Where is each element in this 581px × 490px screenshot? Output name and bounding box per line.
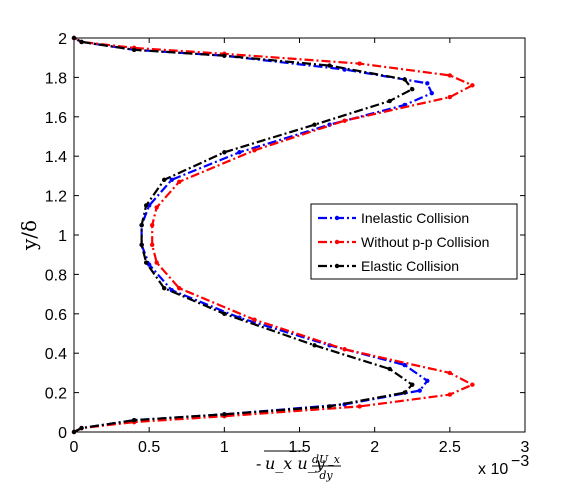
data-point [131, 47, 137, 53]
legend: Inelastic Collision Without p-p Collision… [310, 203, 518, 280]
series-2 [71, 35, 415, 435]
data-point [425, 81, 430, 86]
series-layer [71, 35, 475, 435]
x-axis-multiplier-base: x 10 [478, 461, 508, 478]
data-point [139, 222, 144, 228]
data-point [402, 390, 407, 395]
x-axis-multiplier-exponent: −3 [511, 453, 529, 470]
y-tick-label: 1 [58, 228, 67, 245]
data-point [222, 53, 227, 58]
y-tick-label: 1.8 [45, 70, 67, 87]
y-tick-label: 0 [58, 425, 67, 442]
y-axis-label: y/δ [17, 220, 41, 251]
x-tick-label: 0 [70, 439, 79, 456]
y-tick-label: 1.4 [45, 149, 67, 166]
data-point [177, 179, 182, 185]
x-axis-label: - u_x u_y dU_x dy [256, 450, 341, 482]
legend-label: Inelastic Collision [361, 210, 469, 226]
x-axis-label-product: u_x u_y [265, 454, 326, 473]
legend-marker [334, 239, 340, 245]
data-point [143, 260, 149, 265]
y-tick-label: 0.6 [45, 307, 67, 324]
data-point [447, 73, 453, 78]
data-point [222, 311, 227, 316]
x-axis-label-denominator: dy [319, 469, 333, 482]
legend-marker [334, 263, 340, 269]
data-point [387, 366, 392, 372]
data-point [410, 87, 415, 92]
data-point [139, 242, 144, 248]
data-point [222, 412, 227, 417]
x-tick-label: 2 [370, 439, 379, 456]
data-point [312, 122, 317, 127]
data-point [402, 77, 407, 82]
x-tick-label: 0.5 [138, 439, 160, 456]
legend-label: Without p-p Collision [361, 234, 489, 250]
y-tick-label: 2 [58, 31, 67, 48]
x-tick-label: 3 [521, 439, 530, 456]
data-point [131, 417, 137, 423]
ticks-layer: 0 0.5 1 1.5 2 2.5 3 0 0.2 0.4 0.6 0.8 1 1.2 1.4 1.6 1.8 2 [45, 31, 530, 456]
legend-box [310, 203, 518, 280]
y-tick-label: 0.2 [45, 386, 67, 403]
legend-item: Elastic Collision [318, 258, 459, 274]
legend-label: Elastic Collision [361, 258, 459, 274]
y-tick-label: 0.8 [45, 267, 67, 284]
data-point [425, 378, 430, 383]
data-point [222, 150, 227, 155]
data-point [149, 242, 155, 248]
x-tick-label: 2.5 [439, 439, 461, 456]
data-point [357, 61, 362, 66]
x-axis-multiplier: x 10 −3 [478, 453, 529, 478]
data-point [410, 382, 415, 387]
data-point [417, 388, 422, 393]
data-point [429, 90, 434, 96]
data-point [357, 404, 362, 409]
series-line [73, 37, 475, 433]
data-point [162, 177, 167, 183]
data-point [252, 148, 257, 153]
legend-item: Without p-p Collision [318, 234, 489, 250]
data-point [79, 39, 84, 45]
data-point [154, 260, 159, 265]
y-tick-label: 1.6 [45, 110, 67, 127]
data-point [177, 285, 182, 291]
data-point [312, 343, 317, 348]
data-point [327, 63, 332, 68]
x-tick-label: 1 [220, 439, 229, 456]
legend-marker [334, 215, 340, 221]
y-tick-label: 0.4 [45, 346, 67, 363]
data-point [447, 370, 453, 376]
data-point [79, 425, 84, 431]
data-point [327, 404, 332, 409]
x-axis-label-minus: - [256, 454, 261, 473]
data-point [402, 362, 407, 368]
data-point [162, 285, 167, 291]
data-point [387, 98, 392, 104]
series-line [73, 37, 414, 433]
data-point [252, 317, 257, 322]
data-point [447, 94, 453, 100]
data-point [169, 177, 174, 183]
data-point [470, 83, 475, 88]
data-point [154, 205, 159, 210]
y-tick-label: 1.2 [45, 189, 67, 206]
legend-item: Inelastic Collision [318, 210, 469, 226]
legend-items: Inelastic Collision Without p-p Collision… [318, 210, 489, 274]
data-point [143, 203, 149, 208]
data-point [447, 392, 453, 397]
x-axis-label-numerator: dU_x [312, 453, 341, 466]
x-tick-label: 1.5 [288, 439, 310, 456]
data-point [149, 222, 155, 228]
data-point [237, 150, 242, 155]
data-point [342, 347, 347, 352]
data-point [470, 382, 475, 387]
data-point [342, 118, 347, 123]
